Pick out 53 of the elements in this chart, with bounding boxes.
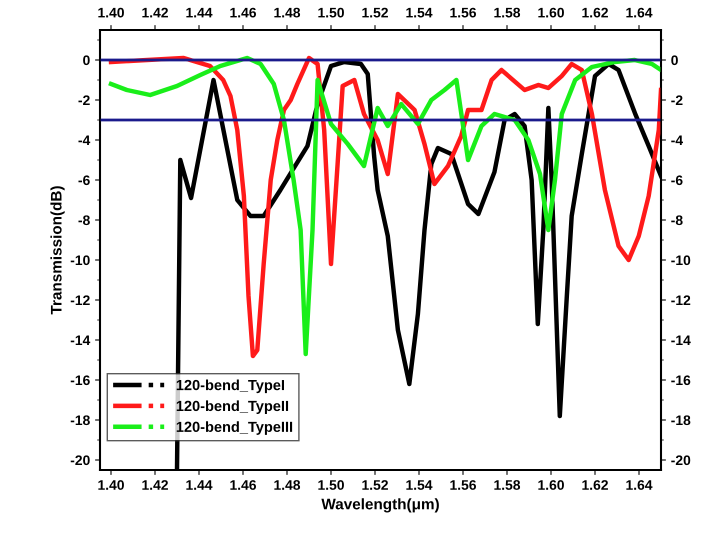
y-tick-label: -18 xyxy=(70,415,90,426)
x2-tick-label: 1.60 xyxy=(538,8,564,18)
x2-tick-label: 1.44 xyxy=(186,8,212,18)
x-tick-label: 1.56 xyxy=(450,480,476,490)
x-tick-label: 1.48 xyxy=(274,480,300,490)
x-tick-label: 1.64 xyxy=(626,480,652,490)
y2-tick-label: -14 xyxy=(671,335,691,346)
y-tick-label: -10 xyxy=(70,255,90,266)
x-tick-label: 1.42 xyxy=(142,480,168,490)
legend-label: 120-bend_TypeII xyxy=(176,400,288,414)
x-tick-label: 1.58 xyxy=(494,480,520,490)
y-tick-label: -16 xyxy=(70,375,90,386)
x-tick-label: 1.60 xyxy=(538,480,564,490)
y2-tick-label: -2 xyxy=(671,95,683,106)
x2-tick-label: 1.40 xyxy=(98,8,124,18)
x2-tick-label: 1.56 xyxy=(450,8,476,18)
x2-tick-label: 1.58 xyxy=(494,8,520,18)
x2-tick-label: 1.62 xyxy=(582,8,608,18)
x-tick-label: 1.46 xyxy=(230,480,256,490)
y2-tick-label: -16 xyxy=(671,375,690,386)
y2-tick-label: -6 xyxy=(671,175,683,186)
y2-tick-label: -12 xyxy=(671,295,690,306)
x2-tick-label: 1.42 xyxy=(142,8,168,18)
x-axis-title: Wavelength(μm) xyxy=(321,498,439,513)
legend-label: 120-bend_TypeI xyxy=(176,380,284,394)
y2-tick-label: -8 xyxy=(671,215,683,226)
y-tick-label: -14 xyxy=(70,335,90,346)
x-tick-label: 1.52 xyxy=(362,480,388,490)
y-tick-label: -2 xyxy=(78,95,90,106)
y-tick-label: -8 xyxy=(78,215,90,226)
x2-tick-label: 1.64 xyxy=(626,8,652,18)
y2-tick-label: 0 xyxy=(671,55,678,66)
y2-tick-label: -20 xyxy=(671,455,690,466)
y-tick-label: -6 xyxy=(78,175,90,186)
y-tick-label: -20 xyxy=(70,455,90,466)
x-tick-label: 1.62 xyxy=(582,480,608,490)
x-tick-label: 1.54 xyxy=(406,480,432,490)
y2-tick-label: -18 xyxy=(671,415,690,426)
x2-tick-label: 1.48 xyxy=(274,8,300,18)
x2-tick-label: 1.52 xyxy=(362,8,388,18)
y-axis-title: Transmission(dB) xyxy=(50,186,65,314)
x2-tick-label: 1.50 xyxy=(318,8,344,18)
legend-label: 120-bend_TypeIII xyxy=(176,421,292,435)
y-tick-label: -4 xyxy=(78,135,90,146)
x-tick-label: 1.44 xyxy=(186,480,212,490)
x-tick-label: 1.50 xyxy=(318,480,344,490)
x2-tick-label: 1.54 xyxy=(406,8,432,18)
y2-tick-label: -4 xyxy=(671,135,683,146)
y-tick-label: -12 xyxy=(70,295,90,306)
x2-tick-label: 1.46 xyxy=(230,8,256,18)
y-tick-label: 0 xyxy=(83,55,90,66)
y2-tick-label: -10 xyxy=(671,255,690,266)
x-tick-label: 1.40 xyxy=(98,480,124,490)
